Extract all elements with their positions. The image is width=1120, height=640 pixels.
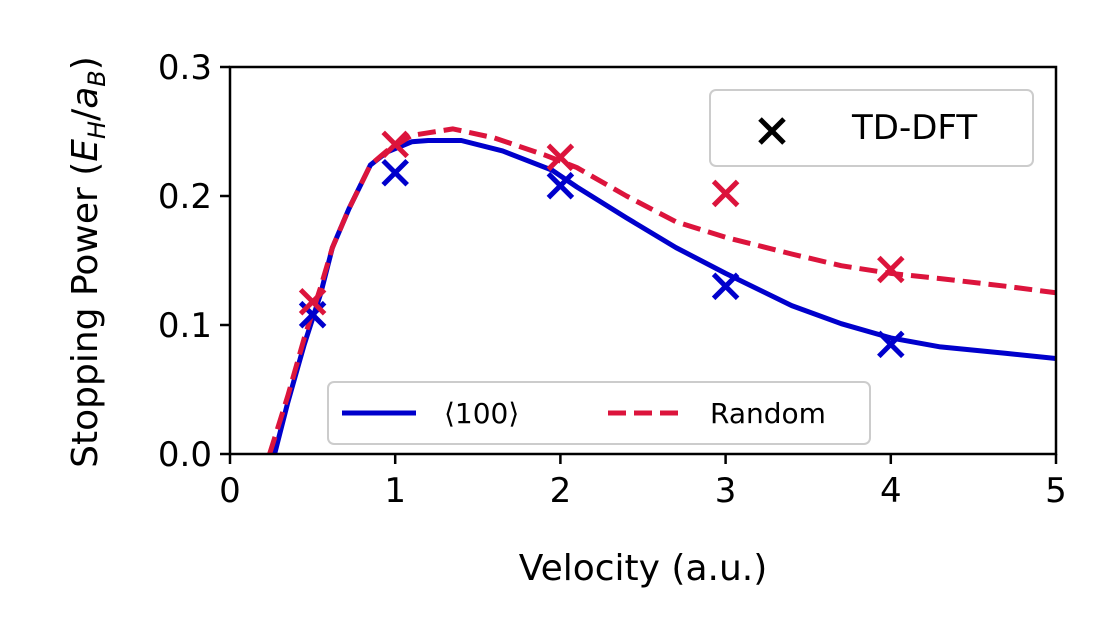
y-axis-title-a: a xyxy=(65,87,106,109)
x-axis-ticks: 0 1 2 3 4 5 xyxy=(219,454,1067,511)
x-tick-label: 5 xyxy=(1045,471,1067,511)
y-tick-label: 0.3 xyxy=(158,48,212,88)
td-dft-marker-100 xyxy=(381,159,409,187)
y-tick-label: 0.1 xyxy=(158,306,212,346)
marker-legend: TD-DFT xyxy=(709,89,1034,167)
legend-label-random: Random xyxy=(710,397,826,430)
marker-legend-box xyxy=(709,89,1034,167)
marker-legend-symbol xyxy=(758,117,786,145)
td-dft-marker-random xyxy=(877,255,905,284)
line-legend: ⟨100⟩ Random xyxy=(327,381,871,445)
y-tick-label: 0.2 xyxy=(158,177,212,217)
x-tick-label: 4 xyxy=(880,471,902,511)
y-axis-title-E: E xyxy=(65,139,106,162)
x-tick-label: 2 xyxy=(550,471,572,511)
y-axis-title-prefix: Stopping Power ( xyxy=(65,162,106,468)
td-dft-marker-100 xyxy=(546,171,575,200)
y-axis-ticks: 0.0 0.1 0.2 0.3 xyxy=(158,48,230,475)
marker-legend-label: TD-DFT xyxy=(851,108,977,148)
y-axis-title-slash: / xyxy=(65,108,106,121)
plot-frame xyxy=(228,65,1058,456)
x-tick-label: 0 xyxy=(219,471,241,511)
x-tick-label: 3 xyxy=(715,471,737,511)
td-dft-marker-100 xyxy=(711,272,740,301)
series-lines xyxy=(267,126,1056,454)
legend-label-100: ⟨100⟩ xyxy=(444,397,519,430)
y-axis-title-H: H xyxy=(83,121,111,139)
y-tick-label: 0.0 xyxy=(158,435,212,475)
td-dft-marker-random xyxy=(381,130,409,159)
td-dft-marker-random xyxy=(546,143,575,172)
x-axis-title: Velocity (a.u.) xyxy=(519,548,768,589)
line-legend-box xyxy=(327,381,871,445)
td-dft-markers xyxy=(298,130,905,359)
td-dft-marker-100 xyxy=(877,330,905,359)
series-line-100 xyxy=(272,138,1056,454)
td-dft-marker-random xyxy=(298,288,327,316)
td-dft-marker-random xyxy=(711,179,740,208)
x-tick-label: 1 xyxy=(384,471,406,511)
y-axis-title-B: B xyxy=(83,70,111,86)
y-axis-title-suffix: ) xyxy=(65,56,106,70)
y-axis-title: Stopping Power (EH/aB) xyxy=(65,56,111,468)
